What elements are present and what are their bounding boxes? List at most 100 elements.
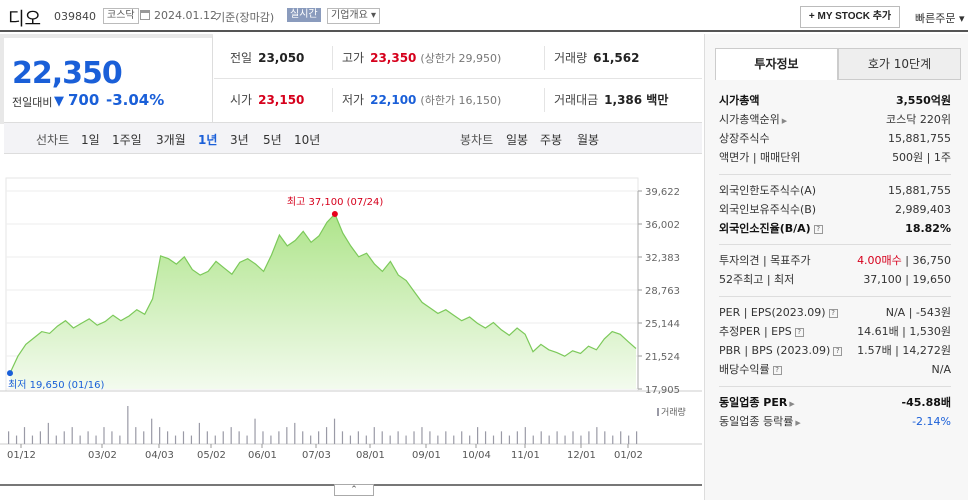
panel-divider bbox=[719, 244, 951, 245]
help-icon[interactable]: ? bbox=[828, 309, 838, 318]
info-row: 외국인소진율(B/A)? 18.82% bbox=[719, 220, 951, 238]
volume-bar bbox=[135, 427, 137, 444]
candle-month[interactable]: 월봉 bbox=[577, 133, 600, 147]
volume-bar bbox=[151, 418, 153, 444]
price-line bbox=[9, 212, 637, 374]
volume-bar bbox=[15, 435, 18, 444]
info-value: 3,550억원 bbox=[895, 94, 951, 107]
low-label: 저가 bbox=[342, 93, 365, 107]
y-tick-label: 17,905 bbox=[645, 385, 680, 396]
period-1w[interactable]: 1주일 bbox=[112, 133, 142, 147]
info-value: 4.00매수 | 36,750 bbox=[857, 252, 951, 270]
volume-bar bbox=[596, 427, 598, 444]
volume-bar bbox=[341, 431, 344, 444]
info-key: 외국인소진율(B/A)? bbox=[719, 220, 823, 238]
info-value: 18.82% bbox=[905, 222, 951, 235]
volume-bar bbox=[127, 406, 129, 444]
volume-bar bbox=[477, 427, 479, 444]
candle-week[interactable]: 주봉 bbox=[540, 133, 563, 147]
low-label: 최저 19,650 (01/16) bbox=[8, 379, 104, 391]
volume-bar bbox=[182, 431, 185, 444]
period-1y[interactable]: 1년 bbox=[198, 133, 218, 147]
collapse-chart-button[interactable]: ⌃ bbox=[334, 484, 374, 496]
panel-tabs: 투자정보 호가 10단계 bbox=[715, 48, 961, 80]
period-3y[interactable]: 3년 bbox=[230, 133, 249, 147]
volume-bar bbox=[357, 431, 359, 444]
volume-bar bbox=[461, 431, 463, 444]
quick-order-dropdown[interactable]: 빠른주문 ▾ bbox=[915, 12, 965, 25]
volume-bar bbox=[453, 435, 455, 444]
info-row: 액면가 | 매매단위 500원 | 1주 bbox=[719, 149, 951, 167]
help-icon[interactable]: ? bbox=[772, 366, 782, 375]
volume-bar bbox=[47, 422, 49, 444]
open-price: 시가 23,150 bbox=[230, 80, 304, 120]
help-icon[interactable]: ? bbox=[794, 328, 804, 337]
help-icon[interactable]: ? bbox=[833, 347, 843, 356]
y-tick-label: 28,763 bbox=[645, 286, 680, 297]
volume-bar bbox=[143, 431, 145, 444]
prev-close-label: 전일 bbox=[230, 51, 253, 65]
volume-bar bbox=[79, 435, 81, 444]
volume-bar bbox=[71, 427, 73, 444]
add-mystock-button[interactable]: + MY STOCK 추가 bbox=[800, 6, 900, 28]
market-badge: 코스닥 bbox=[103, 8, 139, 24]
volume-bar bbox=[500, 431, 503, 444]
opinion-value: 4.00매수 bbox=[857, 254, 906, 267]
info-value: 1.57배 | 14,272원 bbox=[857, 344, 951, 357]
prev-close: 전일 23,050 bbox=[230, 38, 304, 78]
high-label: 최고 37,100 (07/24) bbox=[287, 196, 383, 208]
info-key: 동일업종 등락률 ▶ bbox=[719, 415, 801, 428]
info-value: -2.14% bbox=[912, 415, 951, 428]
info-row: 시가총액순위 ▶ 코스닥 220위 bbox=[719, 111, 951, 129]
divider bbox=[544, 88, 545, 112]
tab-order-book[interactable]: 호가 10단계 bbox=[838, 48, 961, 80]
info-value: 14.61배 | 1,530원 bbox=[857, 325, 951, 338]
divider bbox=[332, 88, 333, 112]
investment-info-panel: 투자정보 호가 10단계 시가총액 3,550억원 시가총액순위 ▶ 코스닥 220위 상… bbox=[704, 34, 968, 500]
volume-bar bbox=[270, 435, 272, 444]
volume-bar bbox=[318, 431, 320, 444]
volume-bar bbox=[349, 435, 352, 444]
volume-bar bbox=[429, 431, 431, 444]
info-value: 500원 | 1주 bbox=[892, 151, 951, 164]
help-icon[interactable]: ? bbox=[813, 225, 823, 234]
volume-bar bbox=[246, 435, 248, 444]
stock-header: 디오 039840 코스닥 2024.01.12 기준(장마감) 실시간 기업개… bbox=[0, 0, 968, 32]
calendar-icon bbox=[140, 10, 150, 20]
period-1d[interactable]: 1일 bbox=[81, 133, 100, 147]
down-triangle-icon: ▼ bbox=[54, 94, 64, 109]
info-row: 상장주식수 15,881,755 bbox=[719, 130, 951, 148]
info-row: 외국인한도주식수(A) 15,881,755 bbox=[719, 182, 951, 200]
x-tick-label: 05/02 bbox=[197, 450, 226, 461]
candle-day[interactable]: 일봉 bbox=[506, 133, 529, 147]
info-value: 37,100 | 19,650 bbox=[863, 273, 951, 286]
volume-bar bbox=[333, 418, 336, 444]
volume-bar bbox=[421, 427, 423, 444]
period-3m[interactable]: 3개월 bbox=[156, 133, 186, 147]
company-overview-dropdown[interactable]: 기업개요 ▾ bbox=[327, 8, 380, 24]
price-area bbox=[10, 214, 636, 389]
volume-bar bbox=[119, 435, 121, 444]
volume-label: 거래량 bbox=[554, 51, 588, 65]
volume-bar bbox=[55, 435, 57, 444]
high-label: 고가 bbox=[342, 51, 365, 65]
low-marker bbox=[7, 370, 13, 377]
period-10y[interactable]: 10년 bbox=[294, 133, 321, 147]
realtime-button[interactable]: 실시간 bbox=[287, 8, 321, 22]
tab-investment-info[interactable]: 투자정보 bbox=[715, 48, 838, 80]
period-5y[interactable]: 5년 bbox=[263, 133, 282, 147]
volume-bar bbox=[365, 435, 367, 444]
price-diff: 700 bbox=[68, 91, 100, 109]
volume-bar bbox=[87, 431, 89, 444]
info-value: 15,881,755 bbox=[888, 132, 951, 145]
volume-bar bbox=[310, 435, 312, 444]
volume-bar bbox=[8, 431, 10, 444]
arrow-right-icon: ▶ bbox=[795, 419, 801, 427]
info-key: 외국인보유주식수(B) bbox=[719, 203, 817, 216]
volume-legend-swatch bbox=[657, 408, 659, 416]
volume-bar bbox=[636, 431, 638, 444]
upper-limit: (상한가 29,950) bbox=[420, 52, 502, 65]
info-key: 동일업종 PER ▶ bbox=[719, 396, 795, 409]
volume-bar bbox=[413, 431, 415, 444]
volume-bar bbox=[278, 431, 280, 444]
